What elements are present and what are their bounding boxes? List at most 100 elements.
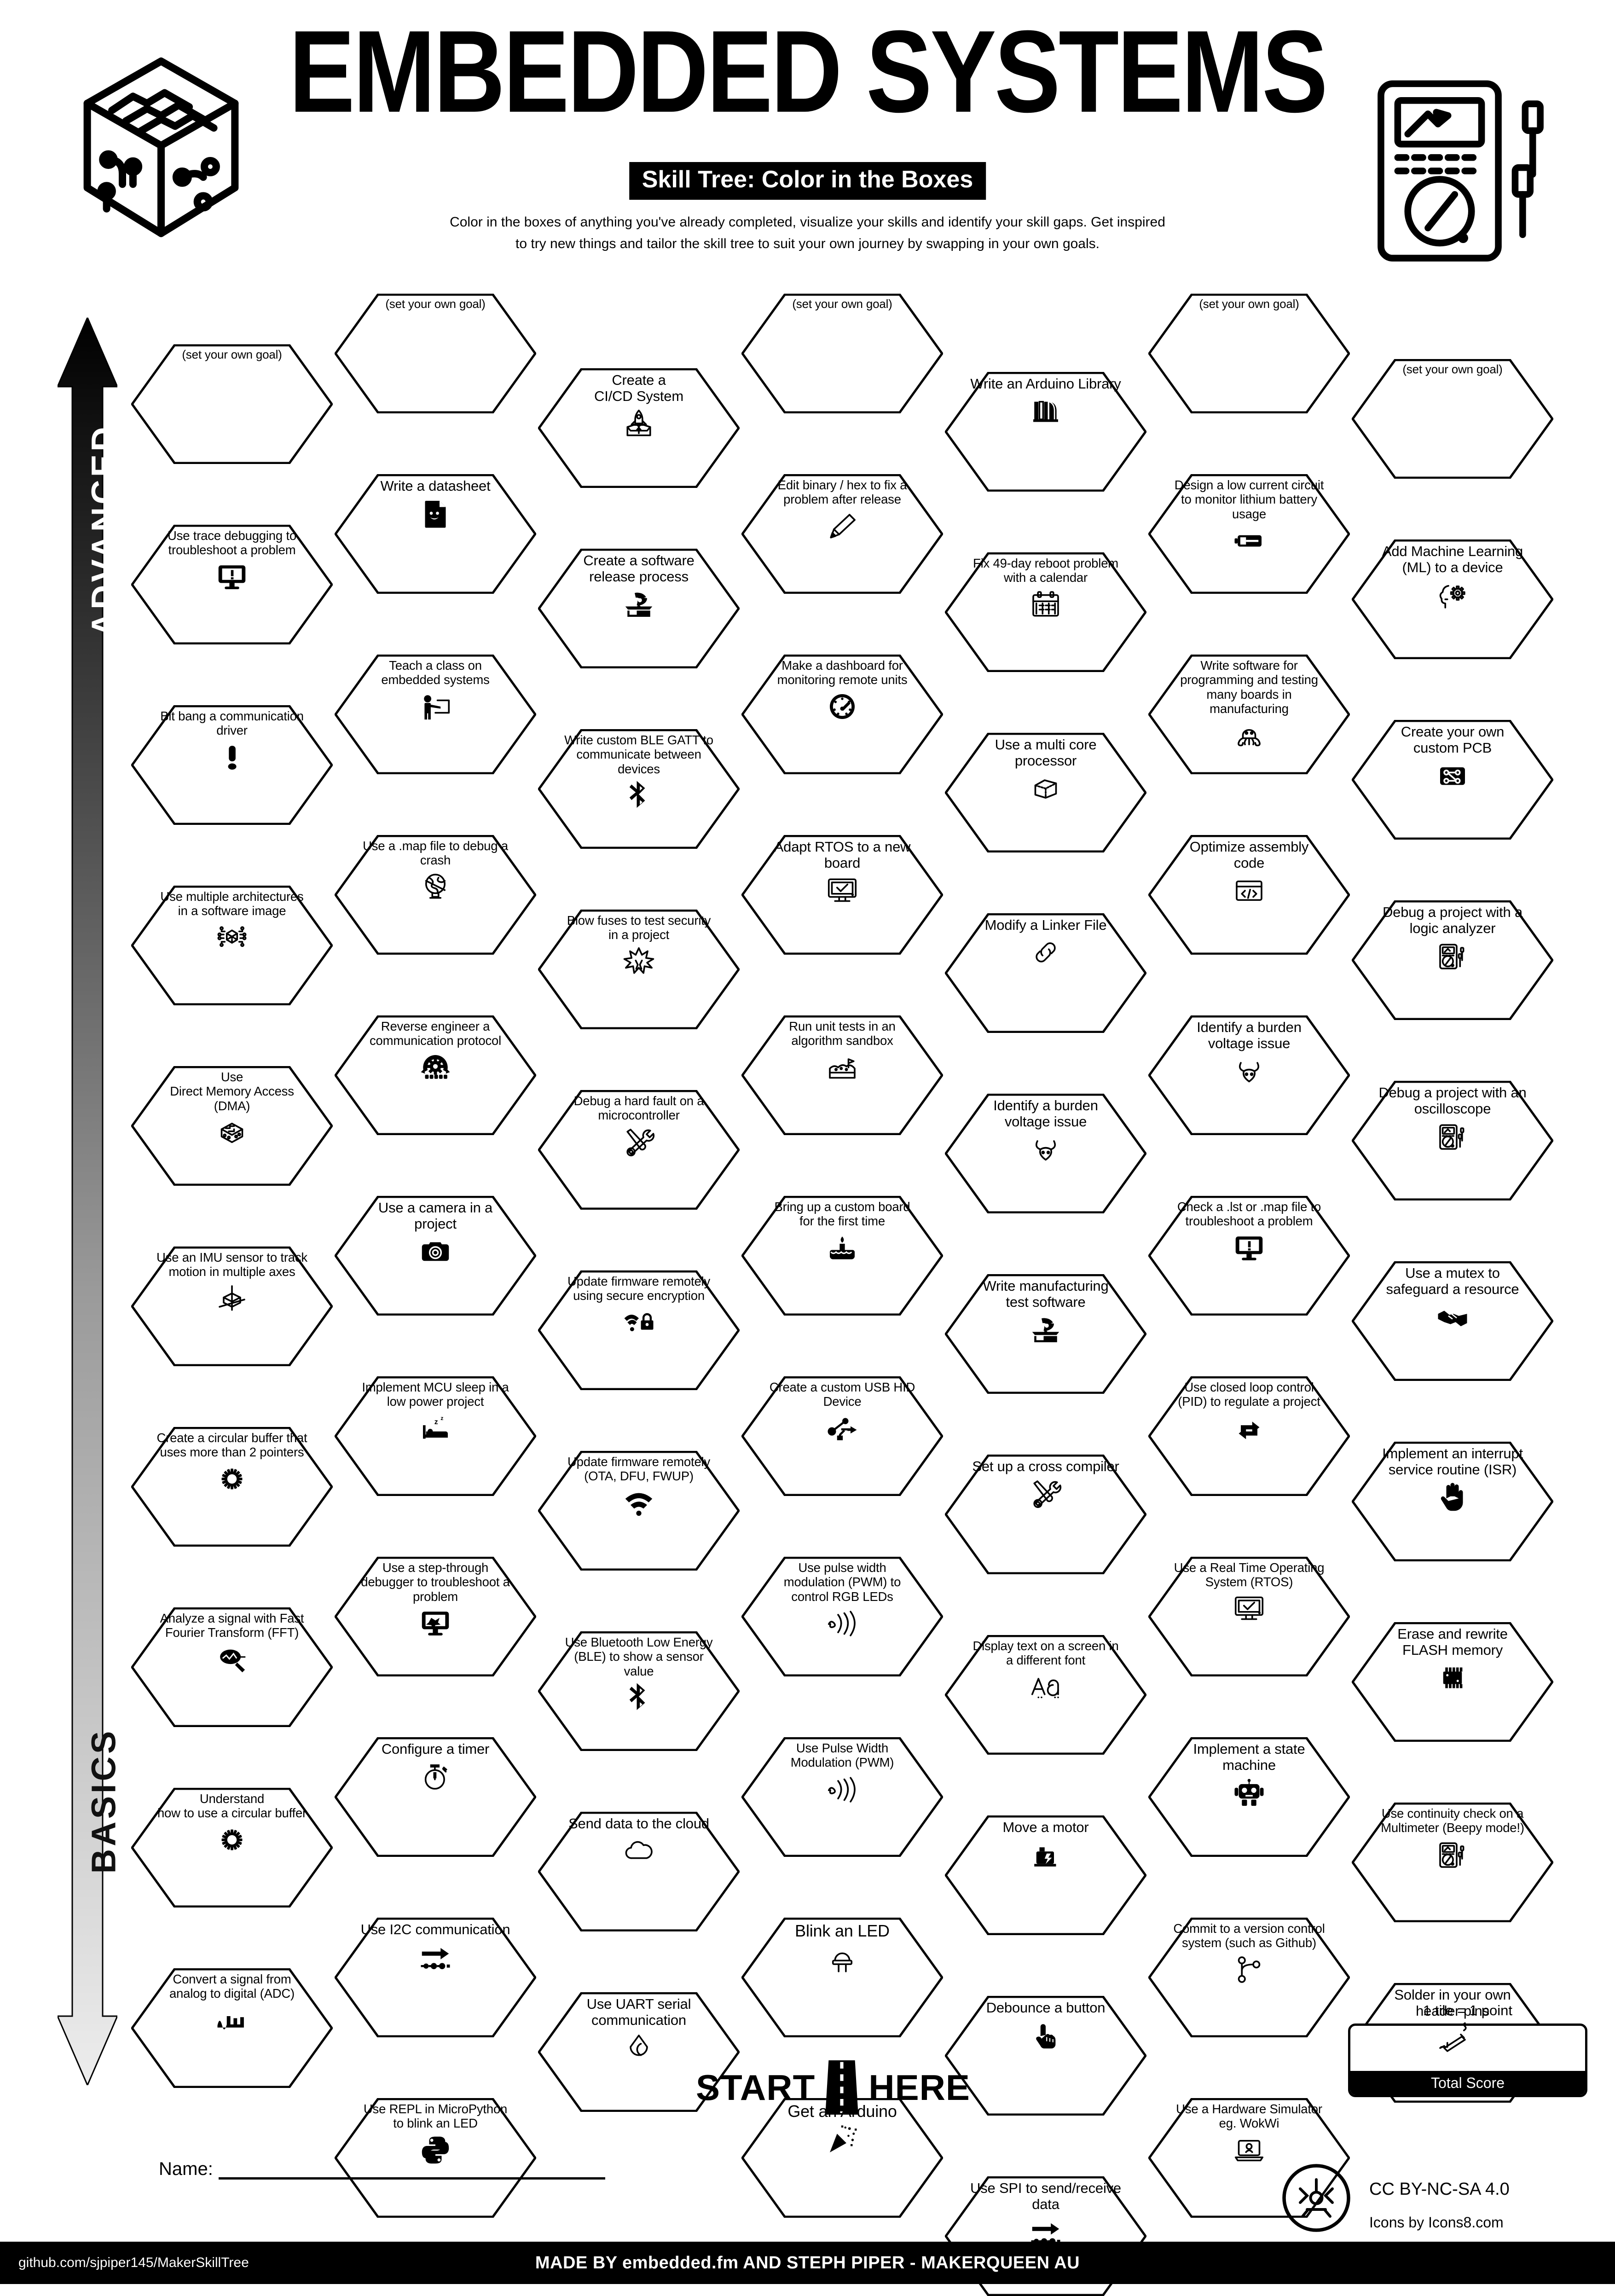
skill-tile[interactable]: Analyze a signal with Fast Fourier Trans… — [131, 1607, 333, 1727]
skill-tile[interactable]: Update firmware remotely using secure en… — [538, 1270, 740, 1390]
skill-tile[interactable]: Optimize assembly code — [1148, 835, 1350, 955]
skill-tile[interactable]: Identify a burden voltage issue — [1148, 1015, 1350, 1135]
skill-tile[interactable]: Display text on a screen in a different … — [945, 1635, 1146, 1755]
skill-tile[interactable]: Adapt RTOS to a new board — [741, 835, 943, 955]
skill-tile[interactable]: Use trace debugging to troubleshoot a pr… — [131, 525, 333, 644]
skill-tile[interactable]: Write manufacturing test software — [945, 1274, 1146, 1394]
skill-tile[interactable]: Use a .map file to debug a crash — [335, 835, 536, 955]
hex-outline — [741, 1918, 943, 2037]
skill-tile[interactable]: Use continuity check on a Multimeter (Be… — [1352, 1803, 1553, 1922]
footer-credit: MADE BY embedded.fm AND STEPH PIPER - MA… — [535, 2253, 1080, 2273]
skill-tile[interactable]: Debug a project with a logic analyzer — [1352, 900, 1553, 1020]
score-panel: 1 tile = 1 point Total Score — [1348, 2002, 1587, 2097]
skill-tile[interactable]: Use multiple architectures in a software… — [131, 886, 333, 1005]
skill-tile[interactable]: Use I2C communication — [335, 1918, 536, 2037]
hex-outline — [945, 1094, 1146, 1213]
skill-tile[interactable]: Implement MCU sleep in a low power proje… — [335, 1376, 536, 1496]
skill-tile[interactable]: Check a .lst or .map file to troubleshoo… — [1148, 1196, 1350, 1316]
hex-outline — [131, 1968, 333, 2088]
total-score-box[interactable]: Total Score — [1348, 2023, 1587, 2097]
start-here-marker: START HERE — [658, 2058, 1008, 2117]
skill-tile[interactable]: Erase and rewrite FLASH memory — [1352, 1622, 1553, 1742]
skill-tile[interactable]: Write a datasheet — [335, 474, 536, 594]
skill-tile[interactable]: Create a circular buffer that uses more … — [131, 1427, 333, 1547]
skill-tile[interactable]: Set up a cross compiler — [945, 1455, 1146, 1574]
skill-tile[interactable]: Create a custom USB HID Device — [741, 1376, 943, 1496]
name-label: Name: — [159, 2159, 213, 2179]
name-field-row[interactable]: Name: — [159, 2159, 605, 2180]
hex-outline — [1148, 1557, 1350, 1676]
hex-outline — [945, 1274, 1146, 1394]
skill-tile[interactable]: Create a software release process — [538, 549, 740, 668]
skill-tile[interactable]: Use a multi core processor — [945, 733, 1146, 852]
skill-tile[interactable]: Use a camera in a project — [335, 1196, 536, 1316]
skill-tile[interactable]: Reverse engineer a communication protoco… — [335, 1015, 536, 1135]
tile-point-note: 1 tile = 1 point — [1423, 2002, 1512, 2018]
skill-tile[interactable]: Use Direct Memory Access (DMA) — [131, 1066, 333, 1186]
hex-outline — [538, 549, 740, 668]
hex-outline — [131, 1247, 333, 1366]
skill-tile[interactable]: Use Bluetooth Low Energy (BLE) to show a… — [538, 1631, 740, 1751]
skill-tile[interactable]: Add Machine Learning (ML) to a device — [1352, 539, 1553, 659]
skill-tile[interactable]: Fix 49-day reboot problem with a calenda… — [945, 552, 1146, 672]
skill-tile[interactable]: Implement an interrupt service routine (… — [1352, 1442, 1553, 1561]
skill-tile[interactable]: Identify a burden voltage issue — [945, 1094, 1146, 1213]
skill-tile[interactable]: Design a low current circuit to monitor … — [1148, 474, 1350, 594]
hex-outline — [945, 1815, 1146, 1935]
hex-outline — [945, 733, 1146, 852]
hex-outline — [131, 886, 333, 1005]
skill-tile[interactable]: Blink an LED — [741, 1918, 943, 2037]
skill-tile[interactable]: Use a Real Time Operating System (RTOS) — [1148, 1557, 1350, 1676]
skill-tile[interactable]: Bring up a custom board for the first ti… — [741, 1196, 943, 1316]
skill-tile[interactable]: (set your own goal) — [335, 294, 536, 413]
icons-credit-text: Icons by Icons8.com — [1369, 2214, 1504, 2231]
skill-tile[interactable]: Commit to a version control system (such… — [1148, 1918, 1350, 2037]
skill-tile[interactable]: (set your own goal) — [131, 344, 333, 464]
skill-tile[interactable]: (set your own goal) — [1148, 294, 1350, 413]
skill-tile[interactable]: Use pulse width modulation (PWM) to cont… — [741, 1557, 943, 1676]
skill-tile[interactable]: Configure a timer — [335, 1737, 536, 1857]
skill-tile[interactable]: Debug a hard fault on a microcontroller — [538, 1090, 740, 1210]
skill-tile[interactable]: Use a step-through debugger to troublesh… — [335, 1557, 536, 1676]
skill-tile[interactable]: Blow fuses to test security in a project — [538, 910, 740, 1029]
skill-tile[interactable]: Write an Arduino Library — [945, 372, 1146, 492]
skill-tile[interactable]: Modify a Linker File — [945, 913, 1146, 1033]
skill-tile[interactable]: Create your own custom PCB — [1352, 720, 1553, 840]
skill-tile[interactable]: Implement a state machine — [1148, 1737, 1350, 1857]
hex-outline — [131, 1427, 333, 1547]
skill-tile[interactable]: Debug a project with an oscilloscope — [1352, 1081, 1553, 1200]
skill-tile[interactable]: Use Pulse Width Modulation (PWM) — [741, 1737, 943, 1857]
hex-outline — [741, 1015, 943, 1135]
hex-outline — [335, 2098, 536, 2218]
hex-outline — [335, 1015, 536, 1135]
skill-tile[interactable]: Send data to the cloud — [538, 1812, 740, 1931]
skill-tile[interactable]: Convert a signal from analog to digital … — [131, 1968, 333, 2088]
hex-outline — [1352, 539, 1553, 659]
skill-tile[interactable]: Update firmware remotely (OTA, DFU, FWUP… — [538, 1451, 740, 1571]
skill-tile[interactable]: Create a CI/CD System — [538, 368, 740, 488]
license-text: CC BY-NC-SA 4.0 — [1369, 2180, 1510, 2199]
skill-tile[interactable]: Write custom BLE GATT to communicate bet… — [538, 729, 740, 849]
skill-tile[interactable]: Write software for programming and testi… — [1148, 655, 1350, 774]
skill-tile[interactable]: (set your own goal) — [1352, 359, 1553, 479]
skill-tile[interactable]: Understand how to use a circular buffer — [131, 1788, 333, 1908]
hex-outline — [1148, 1376, 1350, 1496]
skill-tile[interactable]: Use REPL in MicroPython to blink an LED — [335, 2098, 536, 2218]
name-input-line[interactable] — [218, 2175, 605, 2180]
skill-tile[interactable]: (set your own goal) — [741, 294, 943, 413]
skill-tile[interactable]: Edit binary / hex to fix a problem after… — [741, 474, 943, 594]
skill-tile[interactable]: Use a mutex to safeguard a resource — [1352, 1261, 1553, 1381]
skill-tile[interactable]: Move a motor — [945, 1815, 1146, 1935]
axis-arrow-icon — [58, 318, 117, 2085]
hex-outline — [741, 1196, 943, 1316]
skill-tile[interactable]: Use closed loop control (PID) to regulat… — [1148, 1376, 1350, 1496]
skill-tile[interactable]: Use an IMU sensor to track motion in mul… — [131, 1247, 333, 1366]
skill-tile[interactable]: Make a dashboard for monitoring remote u… — [741, 655, 943, 774]
hex-outline — [1148, 655, 1350, 774]
footer-repo-link[interactable]: github.com/sjpiper145/MakerSkillTree — [18, 2255, 249, 2270]
skill-tile[interactable]: Teach a class on embedded systems — [335, 655, 536, 774]
skill-tile[interactable]: Run unit tests in an algorithm sandbox — [741, 1015, 943, 1135]
skill-tile[interactable]: Bit bang a communication driver — [131, 705, 333, 825]
hex-outline — [335, 655, 536, 774]
